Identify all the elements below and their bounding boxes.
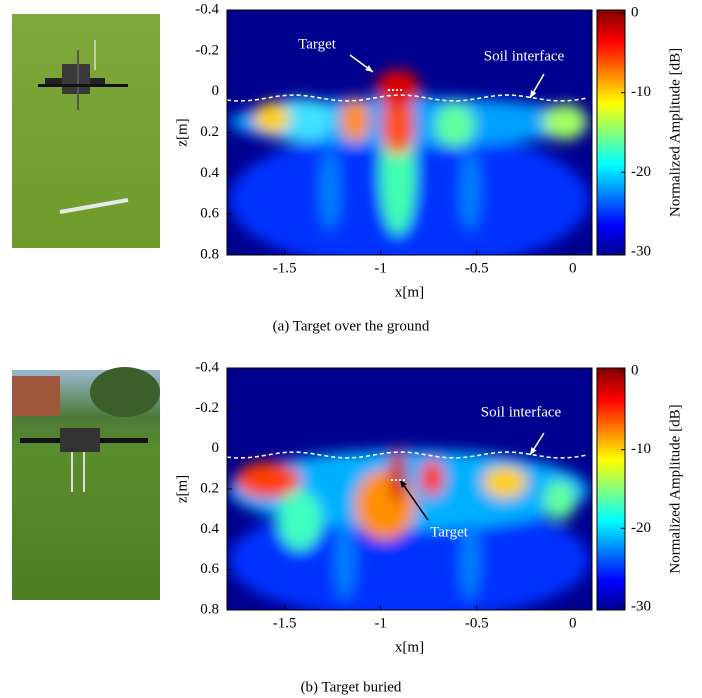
y-tick-label: 0 [212, 440, 220, 456]
arrow-head [530, 447, 537, 455]
x-tick-label: -1 [374, 615, 387, 631]
colorbar-tick-label: 0 [631, 4, 639, 20]
photo [12, 14, 160, 248]
caption: (b) Target buried [301, 679, 402, 695]
annotation-arrow [399, 479, 429, 521]
x-tick-label: 0 [569, 260, 577, 276]
x-axis-label: x[m] [395, 639, 424, 655]
arrow-head [365, 65, 373, 72]
colorbar-tick-label: -10 [631, 441, 651, 457]
photo [12, 367, 160, 600]
x-tick-label: -0.5 [465, 260, 489, 276]
colorbar [596, 9, 626, 256]
y-tick-label: 0.8 [200, 601, 219, 617]
arrow-head [530, 90, 537, 98]
x-tick-label: -0.5 [465, 615, 489, 631]
y-tick-label: 0.4 [200, 521, 219, 537]
colorbar-tick-label: -30 [631, 243, 651, 259]
y-tick-label: -0.2 [195, 400, 219, 416]
y-tick-label: 0 [212, 83, 220, 99]
x-tick-label: -1.5 [273, 615, 297, 631]
y-tick-label: 0.4 [200, 165, 219, 181]
colorbar-tick-label: -30 [631, 598, 651, 614]
colorbar [596, 367, 626, 611]
colorbar-label: Normalized Amplitude [dB] [667, 48, 683, 217]
x-tick-label: 0 [569, 615, 577, 631]
colorbar-tick-label: 0 [631, 362, 639, 378]
x-tick-label: -1.5 [273, 260, 297, 276]
colorbar-label: Normalized Amplitude [dB] [667, 404, 683, 573]
soil-line [227, 451, 588, 459]
colorbar-tick-label: -20 [631, 164, 651, 180]
arrow-head [400, 480, 407, 488]
y-tick-label: -0.4 [195, 1, 219, 17]
y-tick-label: 0.2 [200, 480, 219, 496]
annotation: Soil interface [481, 404, 562, 420]
heatmap [227, 10, 592, 255]
y-axis-label: z[m] [174, 118, 190, 146]
colorbar-tick-label: -20 [631, 520, 651, 536]
caption: (a) Target over the ground [273, 318, 430, 334]
x-axis-label: x[m] [395, 284, 424, 300]
y-tick-label: 0.6 [200, 206, 219, 222]
y-tick-label: -0.2 [195, 42, 219, 58]
x-tick-label: -1 [374, 260, 387, 276]
y-axis-label: z[m] [174, 475, 190, 503]
colorbar-tick-label: -10 [631, 84, 651, 100]
annotation: Target [430, 524, 469, 540]
y-tick-label: 0.8 [200, 246, 219, 262]
soil-line [227, 94, 588, 102]
y-tick-label: 0.2 [200, 124, 219, 140]
heatmap [227, 368, 592, 610]
annotation: Target [298, 36, 337, 52]
y-tick-label: -0.4 [195, 359, 219, 375]
annotation: Soil interface [484, 48, 565, 64]
y-tick-label: 0.6 [200, 561, 219, 577]
